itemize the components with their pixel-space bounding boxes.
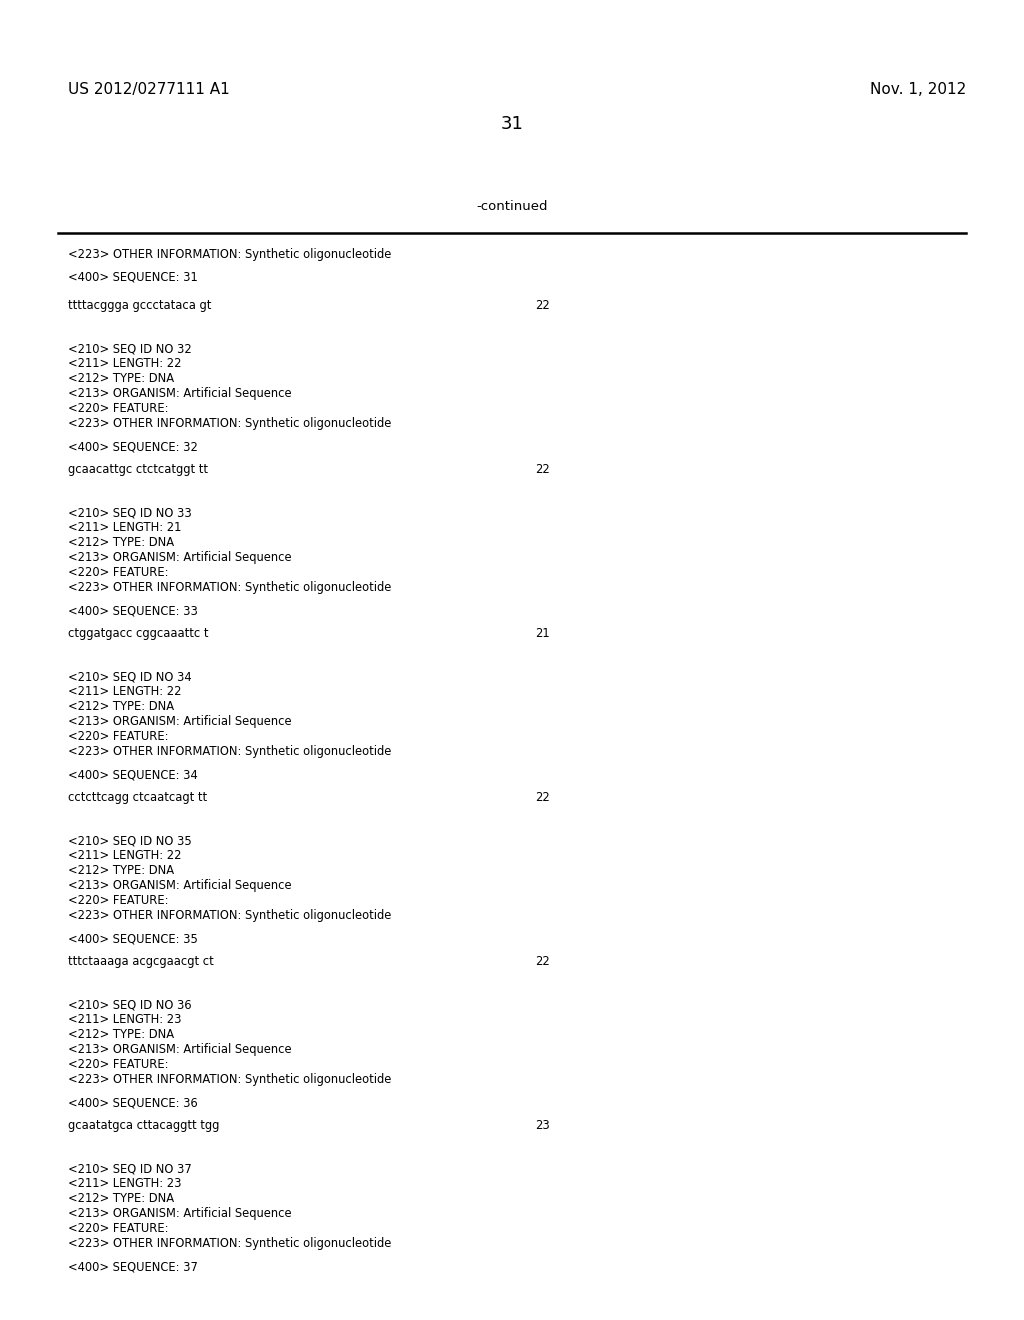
Text: 22: 22 <box>535 300 550 312</box>
Text: <213> ORGANISM: Artificial Sequence: <213> ORGANISM: Artificial Sequence <box>68 715 292 729</box>
Text: <223> OTHER INFORMATION: Synthetic oligonucleotide: <223> OTHER INFORMATION: Synthetic oligo… <box>68 581 391 594</box>
Text: <212> TYPE: DNA: <212> TYPE: DNA <box>68 536 174 549</box>
Text: <400> SEQUENCE: 31: <400> SEQUENCE: 31 <box>68 271 198 282</box>
Text: <223> OTHER INFORMATION: Synthetic oligonucleotide: <223> OTHER INFORMATION: Synthetic oligo… <box>68 909 391 921</box>
Text: <223> OTHER INFORMATION: Synthetic oligonucleotide: <223> OTHER INFORMATION: Synthetic oligo… <box>68 1073 391 1086</box>
Text: <211> LENGTH: 22: <211> LENGTH: 22 <box>68 849 181 862</box>
Text: <223> OTHER INFORMATION: Synthetic oligonucleotide: <223> OTHER INFORMATION: Synthetic oligo… <box>68 1237 391 1250</box>
Text: 21: 21 <box>535 627 550 640</box>
Text: <220> FEATURE:: <220> FEATURE: <box>68 403 169 414</box>
Text: <212> TYPE: DNA: <212> TYPE: DNA <box>68 865 174 876</box>
Text: <211> LENGTH: 21: <211> LENGTH: 21 <box>68 521 181 535</box>
Text: <211> LENGTH: 22: <211> LENGTH: 22 <box>68 356 181 370</box>
Text: <212> TYPE: DNA: <212> TYPE: DNA <box>68 1192 174 1205</box>
Text: <211> LENGTH: 23: <211> LENGTH: 23 <box>68 1177 181 1191</box>
Text: tttctaaaga acgcgaacgt ct: tttctaaaga acgcgaacgt ct <box>68 954 214 968</box>
Text: <223> OTHER INFORMATION: Synthetic oligonucleotide: <223> OTHER INFORMATION: Synthetic oligo… <box>68 744 391 758</box>
Text: <213> ORGANISM: Artificial Sequence: <213> ORGANISM: Artificial Sequence <box>68 1206 292 1220</box>
Text: <211> LENGTH: 23: <211> LENGTH: 23 <box>68 1012 181 1026</box>
Text: <213> ORGANISM: Artificial Sequence: <213> ORGANISM: Artificial Sequence <box>68 879 292 892</box>
Text: <220> FEATURE:: <220> FEATURE: <box>68 730 169 743</box>
Text: <400> SEQUENCE: 33: <400> SEQUENCE: 33 <box>68 605 198 616</box>
Text: <400> SEQUENCE: 36: <400> SEQUENCE: 36 <box>68 1096 198 1109</box>
Text: <212> TYPE: DNA: <212> TYPE: DNA <box>68 372 174 385</box>
Text: <210> SEQ ID NO 32: <210> SEQ ID NO 32 <box>68 342 191 355</box>
Text: 23: 23 <box>535 1119 550 1133</box>
Text: <213> ORGANISM: Artificial Sequence: <213> ORGANISM: Artificial Sequence <box>68 550 292 564</box>
Text: <212> TYPE: DNA: <212> TYPE: DNA <box>68 1028 174 1041</box>
Text: 22: 22 <box>535 463 550 477</box>
Text: <210> SEQ ID NO 36: <210> SEQ ID NO 36 <box>68 998 191 1011</box>
Text: <213> ORGANISM: Artificial Sequence: <213> ORGANISM: Artificial Sequence <box>68 1043 292 1056</box>
Text: <210> SEQ ID NO 33: <210> SEQ ID NO 33 <box>68 506 191 519</box>
Text: gcaacattgc ctctcatggt tt: gcaacattgc ctctcatggt tt <box>68 463 208 477</box>
Text: -continued: -continued <box>476 201 548 213</box>
Text: Nov. 1, 2012: Nov. 1, 2012 <box>869 82 966 96</box>
Text: <400> SEQUENCE: 32: <400> SEQUENCE: 32 <box>68 440 198 453</box>
Text: <212> TYPE: DNA: <212> TYPE: DNA <box>68 700 174 713</box>
Text: ctggatgacc cggcaaattc t: ctggatgacc cggcaaattc t <box>68 627 209 640</box>
Text: <213> ORGANISM: Artificial Sequence: <213> ORGANISM: Artificial Sequence <box>68 387 292 400</box>
Text: <210> SEQ ID NO 34: <210> SEQ ID NO 34 <box>68 671 191 682</box>
Text: <210> SEQ ID NO 35: <210> SEQ ID NO 35 <box>68 834 191 847</box>
Text: <223> OTHER INFORMATION: Synthetic oligonucleotide: <223> OTHER INFORMATION: Synthetic oligo… <box>68 417 391 430</box>
Text: <211> LENGTH: 22: <211> LENGTH: 22 <box>68 685 181 698</box>
Text: cctcttcagg ctcaatcagt tt: cctcttcagg ctcaatcagt tt <box>68 791 207 804</box>
Text: 22: 22 <box>535 954 550 968</box>
Text: US 2012/0277111 A1: US 2012/0277111 A1 <box>68 82 229 96</box>
Text: <400> SEQUENCE: 37: <400> SEQUENCE: 37 <box>68 1261 198 1272</box>
Text: <223> OTHER INFORMATION: Synthetic oligonucleotide: <223> OTHER INFORMATION: Synthetic oligo… <box>68 248 391 261</box>
Text: 31: 31 <box>501 115 523 133</box>
Text: <220> FEATURE:: <220> FEATURE: <box>68 1059 169 1071</box>
Text: gcaatatgca cttacaggtt tgg: gcaatatgca cttacaggtt tgg <box>68 1119 219 1133</box>
Text: <400> SEQUENCE: 35: <400> SEQUENCE: 35 <box>68 932 198 945</box>
Text: <210> SEQ ID NO 37: <210> SEQ ID NO 37 <box>68 1162 191 1175</box>
Text: <400> SEQUENCE: 34: <400> SEQUENCE: 34 <box>68 768 198 781</box>
Text: <220> FEATURE:: <220> FEATURE: <box>68 894 169 907</box>
Text: 22: 22 <box>535 791 550 804</box>
Text: <220> FEATURE:: <220> FEATURE: <box>68 1222 169 1236</box>
Text: ttttacggga gccctataca gt: ttttacggga gccctataca gt <box>68 300 211 312</box>
Text: <220> FEATURE:: <220> FEATURE: <box>68 566 169 579</box>
